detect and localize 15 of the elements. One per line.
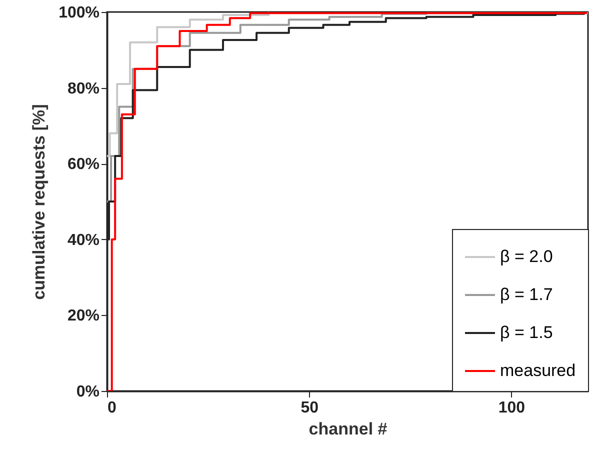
y-tick-label: 40% (67, 232, 100, 249)
y-axis-title: cumulative requests [%] (30, 104, 49, 300)
x-tick-label: 50 (300, 400, 319, 416)
y-tick-label: 80% (67, 80, 100, 98)
x-axis-title: channel # (308, 420, 388, 438)
legend-label: measured (500, 361, 576, 380)
y-tick-label: 100% (58, 4, 100, 22)
y-tick-label: 0% (76, 384, 100, 400)
y-tick-label: 20% (67, 308, 100, 325)
legend-label: β = 1.5 (500, 323, 553, 342)
y-tick-label: 60% (67, 156, 100, 174)
x-tick-label: 0 (108, 400, 116, 416)
x-tick-label: 100 (498, 400, 526, 416)
legend-label: β = 1.7 (500, 285, 553, 304)
legend-label: β = 2.0 (500, 247, 553, 266)
